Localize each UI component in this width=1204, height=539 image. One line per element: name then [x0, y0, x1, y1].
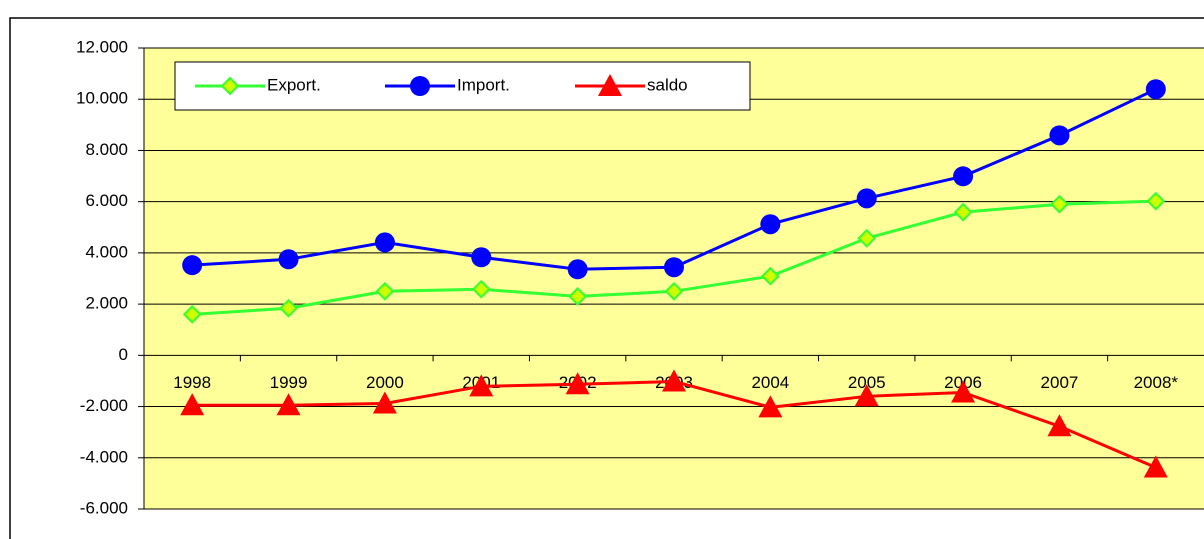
data-point — [278, 249, 299, 270]
y-tick-label: 10.000 — [76, 89, 128, 108]
x-tick-label: 2005 — [848, 373, 886, 392]
data-point — [469, 374, 494, 397]
data-point — [953, 166, 974, 187]
data-point — [854, 384, 879, 407]
data-point — [951, 380, 976, 403]
legend-marker — [598, 74, 622, 96]
data-point — [758, 395, 783, 418]
legend-label: Import. — [457, 75, 510, 94]
data-point — [182, 304, 202, 324]
data-point — [1143, 455, 1168, 478]
data-point — [857, 228, 877, 248]
data-point — [375, 281, 395, 301]
y-tick-label: 8.000 — [85, 140, 128, 159]
data-point — [760, 214, 781, 235]
data-point — [1050, 194, 1069, 214]
x-tick-label: 2007 — [1041, 373, 1079, 392]
data-point — [1047, 414, 1072, 437]
legend-marker — [410, 76, 430, 96]
data-point — [372, 391, 397, 414]
data-point — [662, 369, 686, 392]
x-tick-label: 2004 — [751, 373, 789, 392]
data-point — [664, 257, 684, 278]
data-point — [279, 298, 298, 318]
data-point — [568, 287, 588, 306]
data-point — [856, 188, 877, 209]
data-point — [760, 266, 780, 286]
data-point — [374, 232, 395, 253]
data-point — [471, 247, 492, 268]
y-tick-label: -4.000 — [80, 447, 128, 466]
data-point — [180, 393, 205, 416]
legend-label: Export. — [267, 75, 321, 94]
y-tick-label: 12.000 — [76, 37, 128, 56]
x-tick-label: 2000 — [366, 373, 404, 392]
data-point — [567, 259, 588, 280]
data-point — [1049, 125, 1070, 146]
legend-label: saldo — [647, 75, 688, 94]
data-point — [565, 372, 590, 395]
data-point — [953, 202, 973, 222]
plot-background — [143, 47, 1204, 510]
data-point — [182, 255, 203, 276]
data-point — [471, 279, 491, 299]
data-point — [1145, 79, 1166, 100]
legend — [174, 61, 751, 111]
y-tick-label: -2.000 — [80, 396, 128, 415]
y-tick-label: -6.000 — [80, 498, 128, 517]
data-point — [276, 393, 301, 416]
x-tick-label: 2008* — [1134, 373, 1179, 392]
data-point — [664, 281, 684, 301]
x-tick-label: 1998 — [173, 373, 211, 392]
y-tick-label: 4.000 — [85, 242, 128, 261]
y-tick-label: 0 — [119, 345, 128, 364]
data-point — [1146, 191, 1166, 211]
x-tick-label: 1999 — [270, 373, 308, 392]
y-tick-label: 6.000 — [85, 191, 128, 210]
legend-marker — [220, 76, 240, 96]
y-tick-label: 2.000 — [85, 294, 128, 313]
